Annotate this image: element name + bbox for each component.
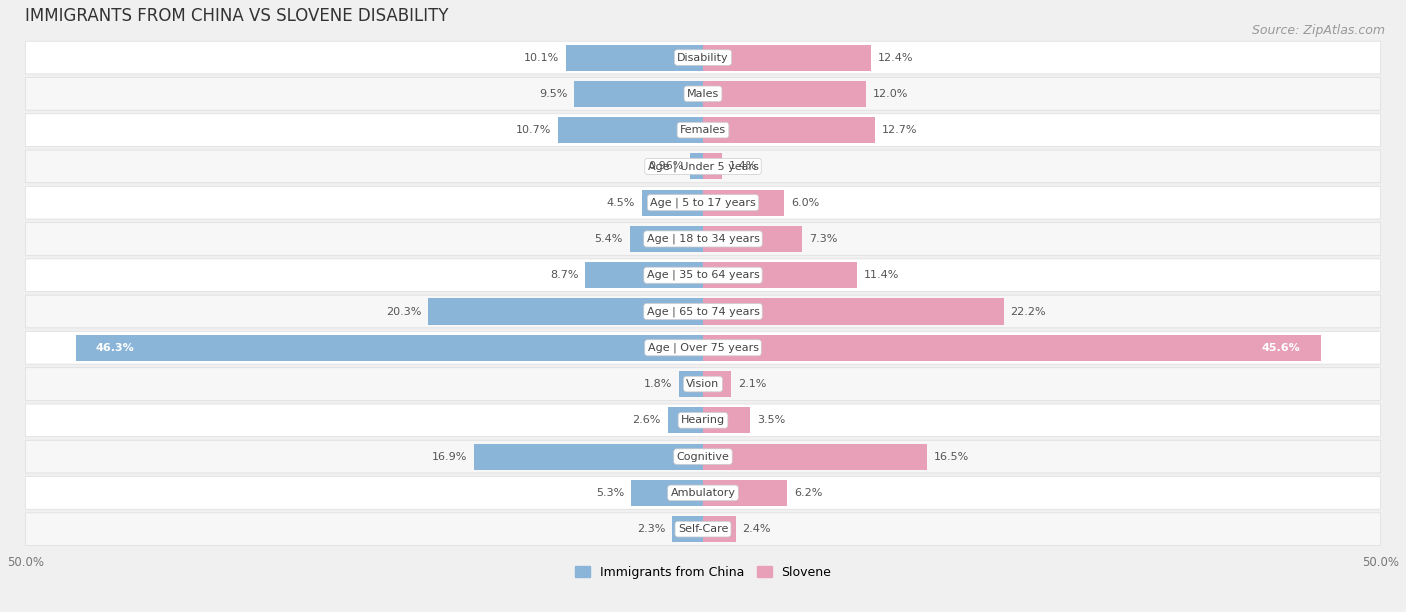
- Text: 6.0%: 6.0%: [792, 198, 820, 207]
- Legend: Immigrants from China, Slovene: Immigrants from China, Slovene: [569, 561, 837, 584]
- Text: 22.2%: 22.2%: [1011, 307, 1046, 316]
- FancyBboxPatch shape: [25, 223, 1381, 255]
- Text: Males: Males: [688, 89, 718, 99]
- Bar: [703, 480, 787, 506]
- Bar: [630, 226, 703, 252]
- Text: 11.4%: 11.4%: [865, 271, 900, 280]
- FancyBboxPatch shape: [25, 295, 1381, 328]
- Text: 45.6%: 45.6%: [1261, 343, 1301, 353]
- Text: Self-Care: Self-Care: [678, 524, 728, 534]
- Bar: [679, 371, 703, 397]
- Bar: [474, 444, 703, 469]
- FancyBboxPatch shape: [25, 150, 1381, 183]
- Bar: [703, 262, 858, 288]
- Text: 10.7%: 10.7%: [516, 125, 551, 135]
- Text: 7.3%: 7.3%: [808, 234, 837, 244]
- Text: 9.5%: 9.5%: [538, 89, 568, 99]
- Bar: [558, 117, 703, 143]
- FancyBboxPatch shape: [25, 404, 1381, 437]
- Text: 3.5%: 3.5%: [758, 416, 786, 425]
- Text: 20.3%: 20.3%: [385, 307, 422, 316]
- FancyBboxPatch shape: [25, 513, 1381, 545]
- Bar: [703, 299, 1004, 324]
- Bar: [703, 335, 1320, 361]
- Bar: [703, 117, 875, 143]
- Text: Hearing: Hearing: [681, 416, 725, 425]
- Text: 2.4%: 2.4%: [742, 524, 770, 534]
- FancyBboxPatch shape: [25, 332, 1381, 364]
- Text: 8.7%: 8.7%: [550, 271, 578, 280]
- Text: Age | Under 5 years: Age | Under 5 years: [648, 161, 758, 171]
- FancyBboxPatch shape: [25, 477, 1381, 509]
- Text: Disability: Disability: [678, 53, 728, 62]
- FancyBboxPatch shape: [25, 41, 1381, 74]
- Bar: [631, 480, 703, 506]
- Text: Age | Over 75 years: Age | Over 75 years: [648, 343, 758, 353]
- Text: Ambulatory: Ambulatory: [671, 488, 735, 498]
- Bar: [574, 81, 703, 107]
- Text: 12.7%: 12.7%: [882, 125, 917, 135]
- Text: 1.8%: 1.8%: [644, 379, 672, 389]
- Bar: [427, 299, 703, 324]
- Text: Females: Females: [681, 125, 725, 135]
- Text: 6.2%: 6.2%: [794, 488, 823, 498]
- Bar: [703, 190, 785, 216]
- Bar: [76, 335, 703, 361]
- Bar: [703, 444, 927, 469]
- Text: 2.3%: 2.3%: [637, 524, 665, 534]
- Text: Age | 65 to 74 years: Age | 65 to 74 years: [647, 306, 759, 317]
- Text: 2.1%: 2.1%: [738, 379, 766, 389]
- Bar: [703, 226, 801, 252]
- Bar: [668, 407, 703, 433]
- Text: 5.3%: 5.3%: [596, 488, 624, 498]
- Text: 12.0%: 12.0%: [872, 89, 908, 99]
- Text: Age | 35 to 64 years: Age | 35 to 64 years: [647, 270, 759, 280]
- FancyBboxPatch shape: [25, 78, 1381, 110]
- Bar: [672, 516, 703, 542]
- Text: 16.5%: 16.5%: [934, 452, 969, 461]
- Text: 1.4%: 1.4%: [728, 162, 756, 171]
- Text: Age | 18 to 34 years: Age | 18 to 34 years: [647, 234, 759, 244]
- FancyBboxPatch shape: [25, 186, 1381, 219]
- FancyBboxPatch shape: [25, 114, 1381, 146]
- Text: Cognitive: Cognitive: [676, 452, 730, 461]
- Text: Vision: Vision: [686, 379, 720, 389]
- FancyBboxPatch shape: [25, 440, 1381, 473]
- Bar: [643, 190, 703, 216]
- Text: Source: ZipAtlas.com: Source: ZipAtlas.com: [1251, 24, 1385, 37]
- Bar: [703, 81, 866, 107]
- Text: 5.4%: 5.4%: [595, 234, 623, 244]
- Text: 12.4%: 12.4%: [877, 53, 914, 62]
- Text: 46.3%: 46.3%: [96, 343, 135, 353]
- Text: 16.9%: 16.9%: [432, 452, 467, 461]
- Text: 0.96%: 0.96%: [648, 162, 683, 171]
- Bar: [703, 45, 872, 70]
- Text: Age | 5 to 17 years: Age | 5 to 17 years: [650, 198, 756, 208]
- Text: IMMIGRANTS FROM CHINA VS SLOVENE DISABILITY: IMMIGRANTS FROM CHINA VS SLOVENE DISABIL…: [25, 7, 449, 25]
- Bar: [703, 154, 721, 179]
- Bar: [567, 45, 703, 70]
- FancyBboxPatch shape: [25, 368, 1381, 400]
- Bar: [585, 262, 703, 288]
- Text: 10.1%: 10.1%: [524, 53, 560, 62]
- Bar: [703, 516, 735, 542]
- Text: 2.6%: 2.6%: [633, 416, 661, 425]
- FancyBboxPatch shape: [25, 259, 1381, 291]
- Bar: [703, 371, 731, 397]
- Bar: [703, 407, 751, 433]
- Text: 4.5%: 4.5%: [607, 198, 636, 207]
- Bar: [690, 154, 703, 179]
